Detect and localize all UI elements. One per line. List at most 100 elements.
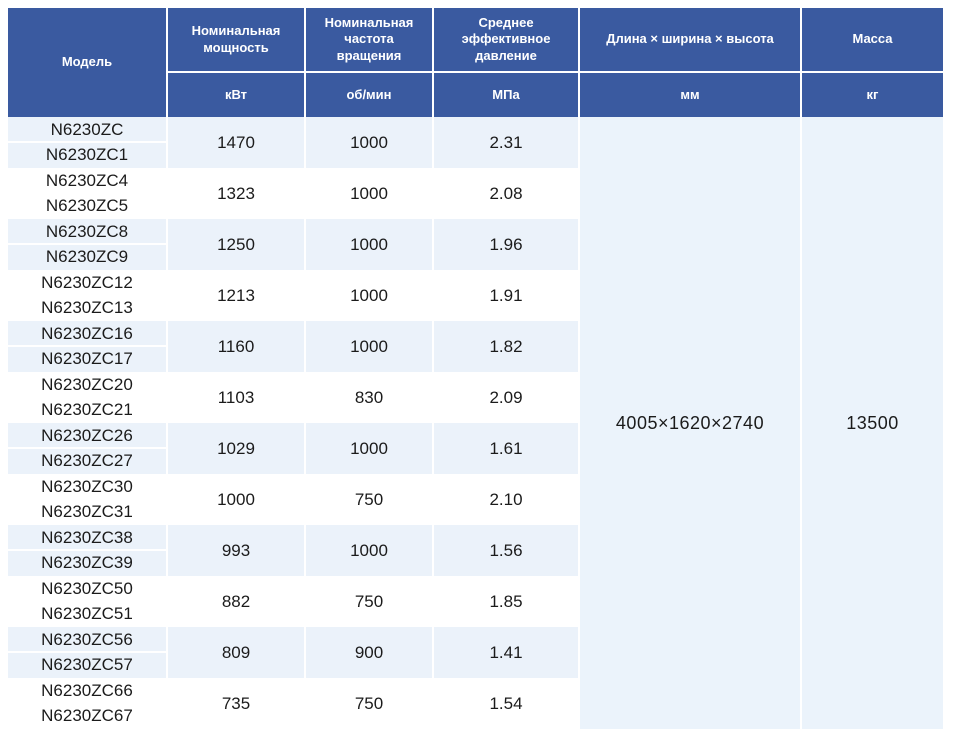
model-cell: N6230ZC4 N6230ZC5 [8,168,168,219]
power-value: 993 [168,525,306,576]
model-name: N6230ZC12 [8,272,166,296]
speed-value: 750 [306,474,434,525]
header-dimensions: Длина × ширина × высота [580,8,802,74]
unit-power: кВт [168,73,306,117]
table-row: N6230ZC38 N6230ZC39 993 1000 1.56 [8,525,943,576]
model-name: N6230ZC30 [8,476,166,500]
model-cell: N6230ZC N6230ZC1 [8,117,168,168]
unit-mass: кг [802,73,943,117]
speed-value: 1000 [306,321,434,372]
speed-value: 750 [306,678,434,729]
model-name: N6230ZC20 [8,374,166,398]
table-row: N6230ZC50 N6230ZC51 882 750 1.85 [8,576,943,627]
power-value: 1160 [168,321,306,372]
speed-value: 750 [306,576,434,627]
pressure-value: 2.31 [434,117,580,168]
model-name: N6230ZC [8,119,166,143]
table-row: N6230ZC30 N6230ZC31 1000 750 2.10 [8,474,943,525]
power-value: 882 [168,576,306,627]
table-row: N6230ZC N6230ZC1 1470 1000 2.31 4005×162… [8,117,943,729]
model-name: N6230ZC26 [8,425,166,449]
unit-speed: об/мин [306,73,434,117]
table-row: N6230ZC8 N6230ZC9 1250 1000 1.96 [8,219,943,270]
speed-value: 1000 [306,270,434,321]
model-name: N6230ZC21 [41,399,133,419]
model-name: N6230ZC56 [8,629,166,653]
model-name: N6230ZC16 [8,323,166,347]
pressure-value: 2.08 [434,168,580,219]
model-cell: N6230ZC20 N6230ZC21 [8,372,168,423]
model-name: N6230ZC8 [8,221,166,245]
header-row-units: кВт об/мин МПа мм кг [8,73,943,117]
power-value: 1323 [168,168,306,219]
model-name: N6230ZC17 [41,348,133,368]
speed-value: 900 [306,627,434,678]
pressure-value: 1.82 [434,321,580,372]
pressure-value: 1.61 [434,423,580,474]
model-name: N6230ZC50 [8,578,166,602]
power-value: 1029 [168,423,306,474]
pressure-value: 1.91 [434,270,580,321]
speed-value: 1000 [306,423,434,474]
table-row: N6230ZC4 N6230ZC5 1323 1000 2.08 [8,168,943,219]
power-value: 1250 [168,219,306,270]
header-pressure: Среднее эффективное давление [434,8,580,74]
speed-value: 1000 [306,117,434,168]
unit-dimensions: мм [580,73,802,117]
table-row: N6230ZC12 N6230ZC13 1213 1000 1.91 [8,270,943,321]
model-cell: N6230ZC8 N6230ZC9 [8,219,168,270]
header-speed: Номинальная частота вращения [306,8,434,74]
model-name: N6230ZC1 [45,144,129,164]
pressure-value: 1.96 [434,219,580,270]
header-mass: Масса [802,8,943,74]
speed-value: 1000 [306,219,434,270]
pressure-value: 1.85 [434,576,580,627]
power-value: 735 [168,678,306,729]
header-row-labels: Модель Номинальная мощность Номинальная … [8,8,943,117]
model-name: N6230ZC31 [41,501,133,521]
model-cell: N6230ZC26 N6230ZC27 [8,423,168,474]
speed-value: 830 [306,372,434,423]
table-row: N6230ZC66 N6230ZC67 735 750 1.54 [8,678,943,729]
power-value: 1103 [168,372,306,423]
speed-value: 1000 [306,525,434,576]
table-row: N6230ZC26 N6230ZC27 1029 1000 1.61 [8,423,943,474]
header-model: Модель [8,8,168,117]
model-name: N6230ZC66 [8,680,166,704]
table-row: N6230ZC20 N6230ZC21 1103 830 2.09 [8,372,943,423]
model-cell: N6230ZC50 N6230ZC51 [8,576,168,627]
table-body: N6230ZC N6230ZC1 1470 1000 2.31 4005×162… [8,117,943,729]
model-cell: N6230ZC30 N6230ZC31 [8,474,168,525]
power-value: 1470 [168,117,306,168]
power-value: 1000 [168,474,306,525]
table-row: N6230ZC56 N6230ZC57 809 900 1.41 [8,627,943,678]
model-name: N6230ZC39 [41,552,133,572]
model-name: N6230ZC4 [8,170,166,194]
model-name: N6230ZC38 [8,527,166,551]
model-cell: N6230ZC12 N6230ZC13 [8,270,168,321]
model-cell: N6230ZC38 N6230ZC39 [8,525,168,576]
model-name: N6230ZC9 [45,246,129,266]
table-row: N6230ZC16 N6230ZC17 1160 1000 1.82 [8,321,943,372]
model-cell: N6230ZC56 N6230ZC57 [8,627,168,678]
pressure-value: 1.56 [434,525,580,576]
dimensions-value: 4005×1620×2740 [580,117,802,729]
pressure-value: 1.54 [434,678,580,729]
pressure-value: 1.41 [434,627,580,678]
model-name: N6230ZC27 [41,450,133,470]
header-power: Номинальная мощность [168,8,306,74]
model-name: N6230ZC51 [41,603,133,623]
power-value: 1213 [168,270,306,321]
pressure-value: 2.10 [434,474,580,525]
unit-pressure: МПа [434,73,580,117]
model-cell: N6230ZC16 N6230ZC17 [8,321,168,372]
model-name: N6230ZC5 [45,195,129,215]
model-name: N6230ZC13 [41,297,133,317]
speed-value: 1000 [306,168,434,219]
pressure-value: 2.09 [434,372,580,423]
table-header: Модель Номинальная мощность Номинальная … [8,8,943,117]
engine-spec-table: Модель Номинальная мощность Номинальная … [8,8,943,729]
model-cell: N6230ZC66 N6230ZC67 [8,678,168,729]
power-value: 809 [168,627,306,678]
